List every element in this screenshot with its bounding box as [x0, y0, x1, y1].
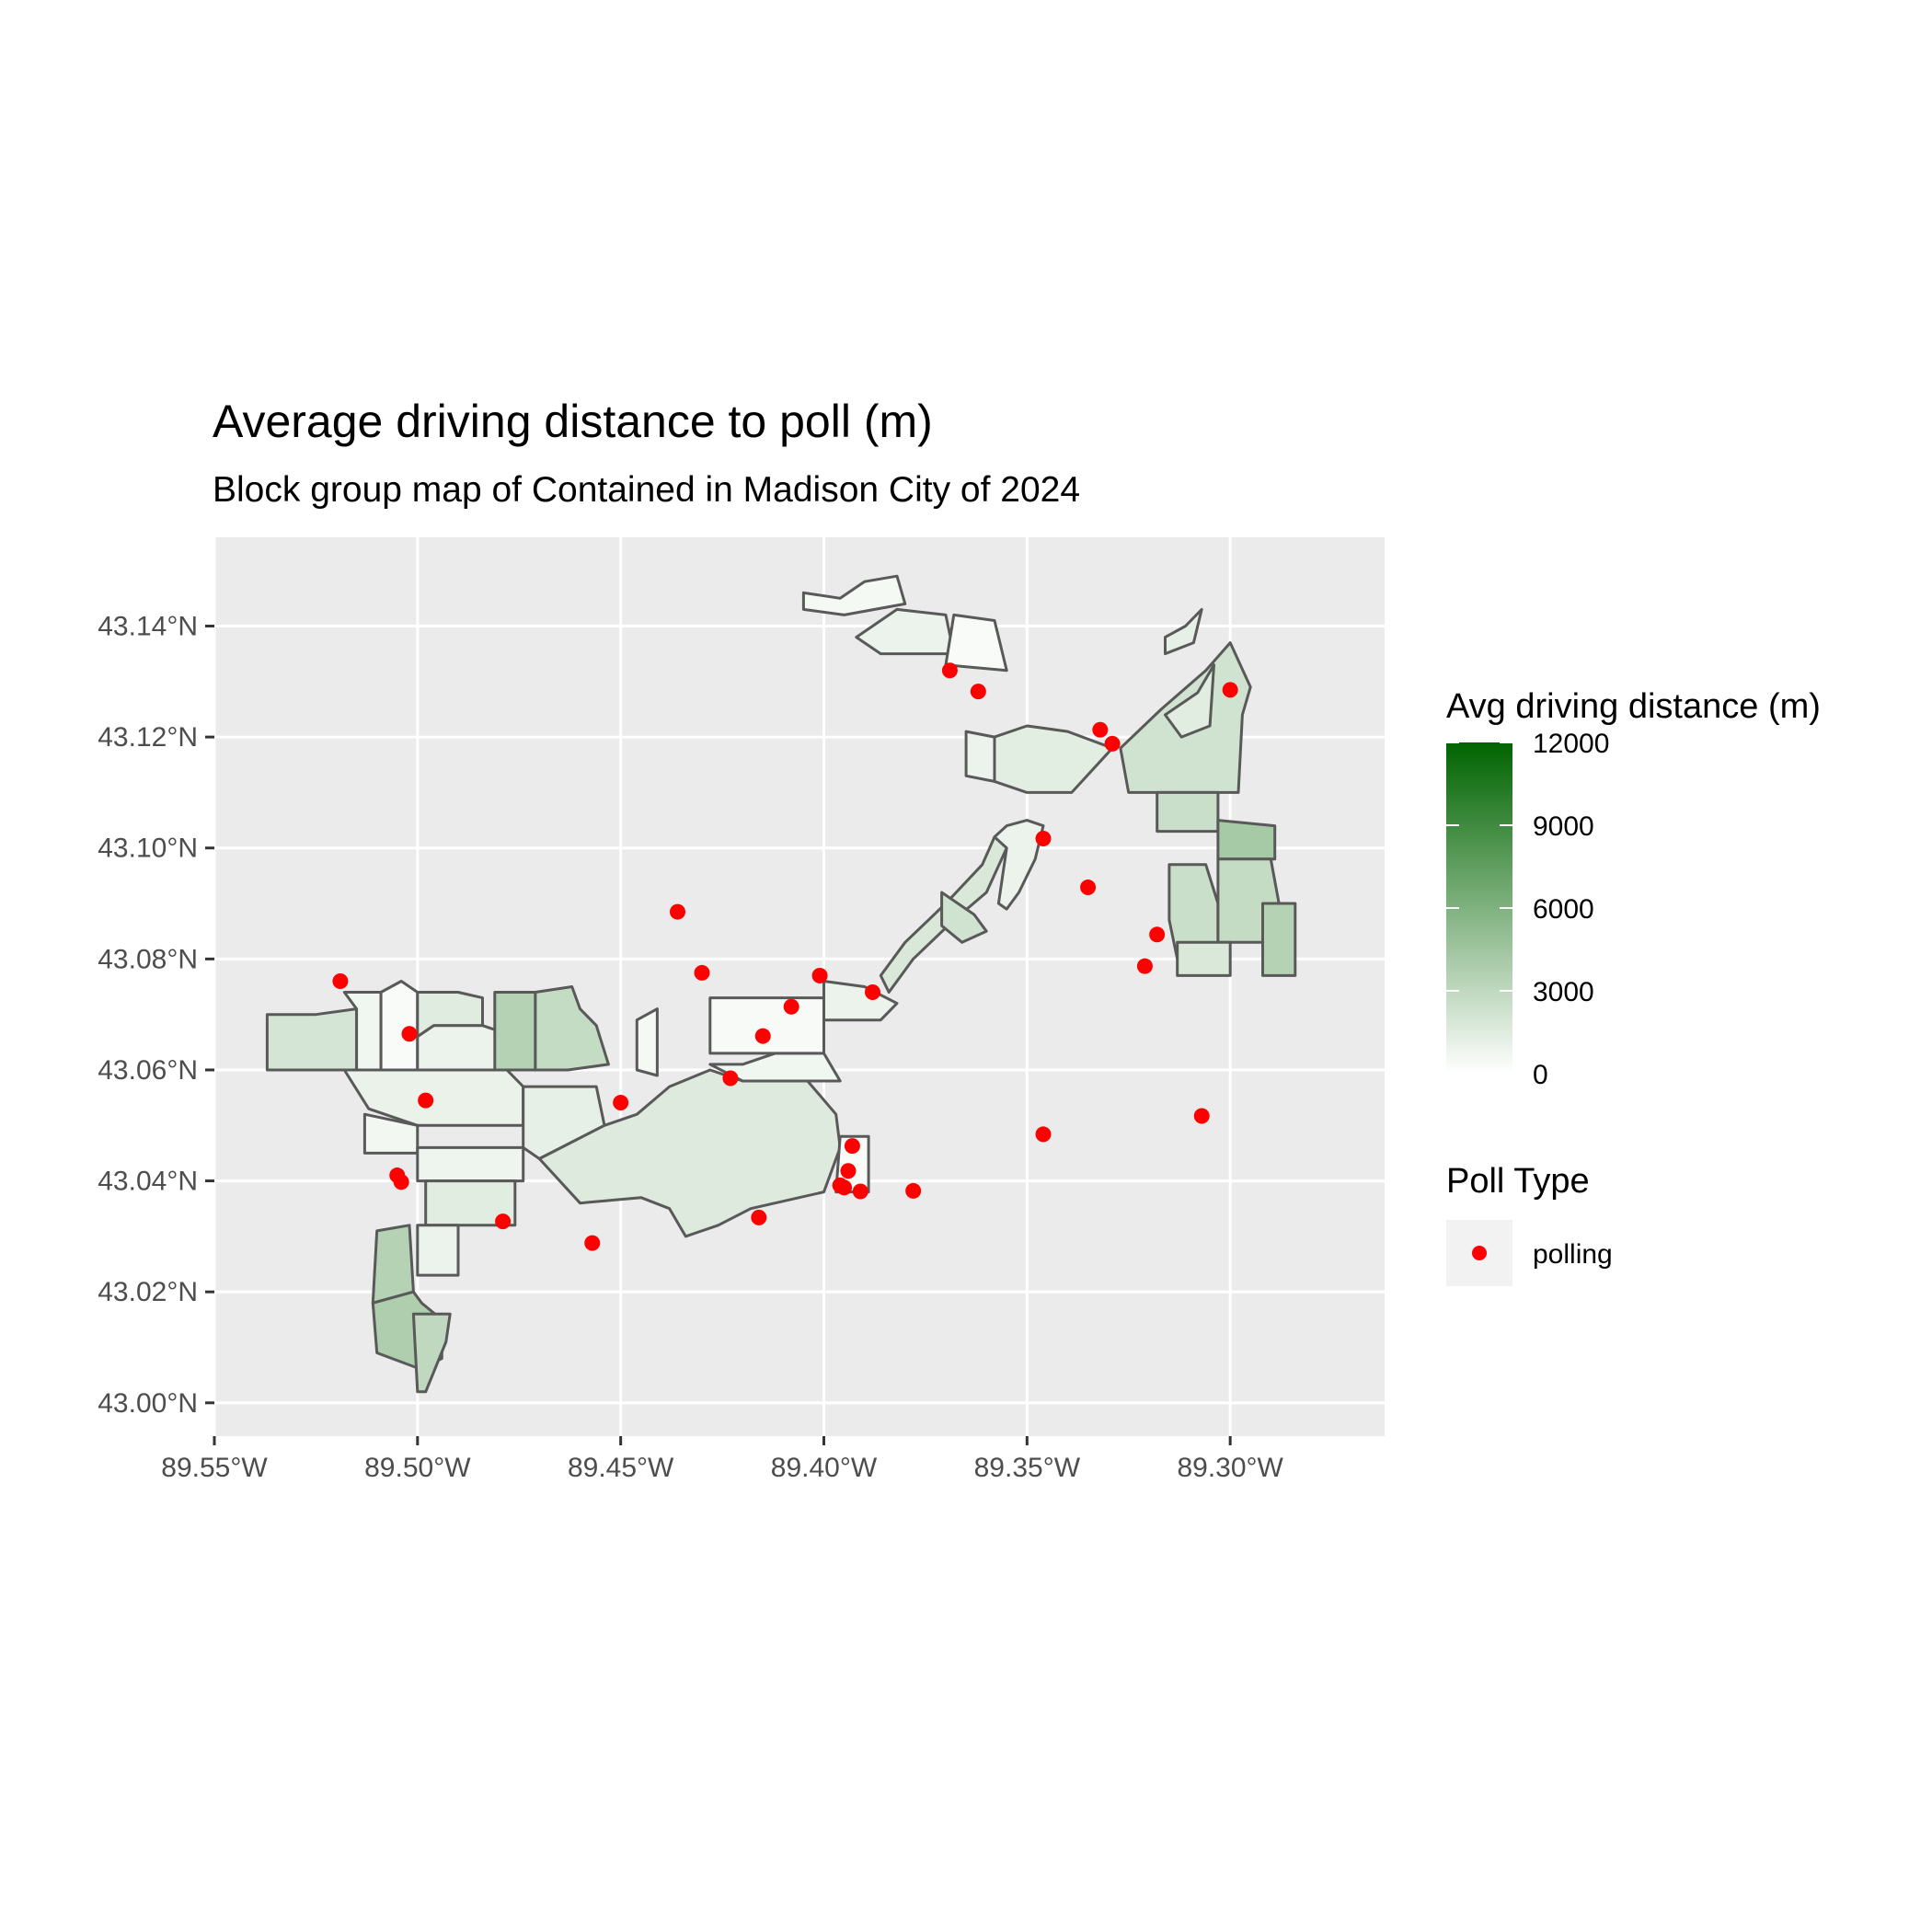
block-group-region — [1164, 663, 1215, 739]
block-group-region — [855, 607, 956, 656]
block-group-region — [944, 613, 1008, 673]
chart-subtitle: Block group map of Contained in Madison … — [213, 470, 1081, 510]
x-axis: 89.55°W 89.50°W 89.45°W 89.40°W 89.35°W 89.30… — [161, 1436, 1284, 1483]
block-group-region — [635, 1007, 659, 1077]
fill-legend-title: Avg driving distance (m) — [1446, 687, 1821, 726]
polling-point — [840, 1163, 857, 1179]
chart-title: Average driving distance to poll (m) — [213, 396, 933, 447]
polling-point — [865, 984, 880, 1001]
polling-point — [783, 998, 799, 1015]
polling-point — [584, 1235, 601, 1251]
polling-point — [670, 903, 685, 920]
x-tick-label: 89.40°W — [771, 1453, 878, 1483]
y-tick-label: 43.14°N — [98, 611, 198, 641]
legend-break-label: 9000 — [1533, 811, 1594, 842]
block-group-region — [1216, 819, 1277, 861]
fill-legend: Avg driving distance (m) 0 3000 6000 9000 12… — [1446, 687, 1821, 1090]
polling-point — [844, 1138, 860, 1155]
block-group-region — [416, 1224, 460, 1277]
block-group-region — [708, 1052, 842, 1083]
block-group-region — [834, 1134, 870, 1194]
poll-type-legend-label: polling — [1533, 1239, 1613, 1270]
polling-point — [1136, 958, 1153, 974]
block-group-region — [964, 730, 996, 783]
x-tick-label: 89.35°W — [974, 1453, 1081, 1483]
polling-point — [418, 1092, 434, 1109]
polling-point — [754, 1028, 771, 1044]
block-group-region — [1176, 940, 1232, 977]
polling-point — [1092, 721, 1109, 738]
polling-point — [852, 1183, 868, 1200]
block-group-region — [371, 1224, 415, 1305]
block-group-region — [416, 1145, 525, 1183]
polling-point — [905, 1182, 922, 1199]
block-group-region — [379, 980, 420, 1072]
y-tick-label: 43.02°N — [98, 1277, 198, 1307]
y-tick-label: 43.08°N — [98, 944, 198, 974]
y-tick-label: 43.12°N — [98, 722, 198, 753]
legend-break-label: 0 — [1533, 1060, 1548, 1090]
x-tick-label: 89.45°W — [568, 1453, 674, 1483]
block-group-region — [1156, 790, 1220, 834]
legend-break-label: 3000 — [1533, 977, 1594, 1007]
block-group-region — [1261, 902, 1297, 977]
polling-point — [332, 972, 349, 989]
block-group-regions — [265, 574, 1297, 1394]
block-group-region — [424, 1179, 517, 1227]
block-group-region — [265, 1007, 359, 1072]
polling-point — [1035, 830, 1052, 846]
y-tick-label: 43.00°N — [98, 1388, 198, 1419]
polling-point — [1080, 880, 1097, 896]
polling-point — [694, 964, 710, 981]
poll-type-legend-dot — [1472, 1246, 1487, 1260]
polling-point — [722, 1070, 739, 1087]
polling-point — [1104, 735, 1121, 752]
block-group-region — [708, 996, 825, 1055]
block-group-region — [801, 574, 907, 616]
polling-point — [613, 1095, 629, 1111]
polling-point — [1149, 926, 1166, 943]
y-tick-label: 43.04°N — [98, 1167, 198, 1197]
polling-point — [832, 1177, 848, 1193]
y-axis: 43.00°N 43.02°N 43.04°N 43.06°N 43.08°N 43.10… — [98, 611, 214, 1419]
fill-legend-breaks: 0 3000 6000 9000 12000 — [1446, 729, 1609, 1090]
block-group-region — [1164, 607, 1203, 656]
block-group-region — [534, 985, 610, 1072]
x-tick-label: 89.50°W — [364, 1453, 471, 1483]
polling-point — [495, 1213, 512, 1230]
polling-point — [1222, 682, 1238, 698]
polling-point — [401, 1026, 418, 1042]
x-tick-label: 89.30°W — [1177, 1453, 1283, 1483]
block-group-region — [822, 980, 899, 1022]
legend-break-label: 6000 — [1533, 894, 1594, 925]
poll-type-legend: Poll Type polling — [1446, 1162, 1613, 1286]
y-tick-label: 43.10°N — [98, 834, 198, 864]
x-tick-label: 89.55°W — [161, 1453, 268, 1483]
polling-point — [751, 1209, 767, 1225]
polling-point — [1193, 1108, 1210, 1124]
polling-point — [941, 662, 958, 679]
block-group-region — [993, 819, 1045, 911]
legend-break-label: 12000 — [1533, 729, 1609, 759]
block-group-region — [993, 724, 1114, 794]
polling-point — [393, 1174, 409, 1190]
polling-points — [332, 662, 1238, 1251]
block-group-region — [411, 1312, 452, 1394]
poll-type-legend-title: Poll Type — [1446, 1162, 1590, 1201]
block-group-region — [493, 991, 537, 1072]
y-tick-label: 43.06°N — [98, 1055, 198, 1086]
polling-point — [970, 684, 986, 700]
polling-point — [811, 967, 828, 983]
polling-point — [1035, 1126, 1052, 1143]
block-group-region — [940, 891, 988, 944]
